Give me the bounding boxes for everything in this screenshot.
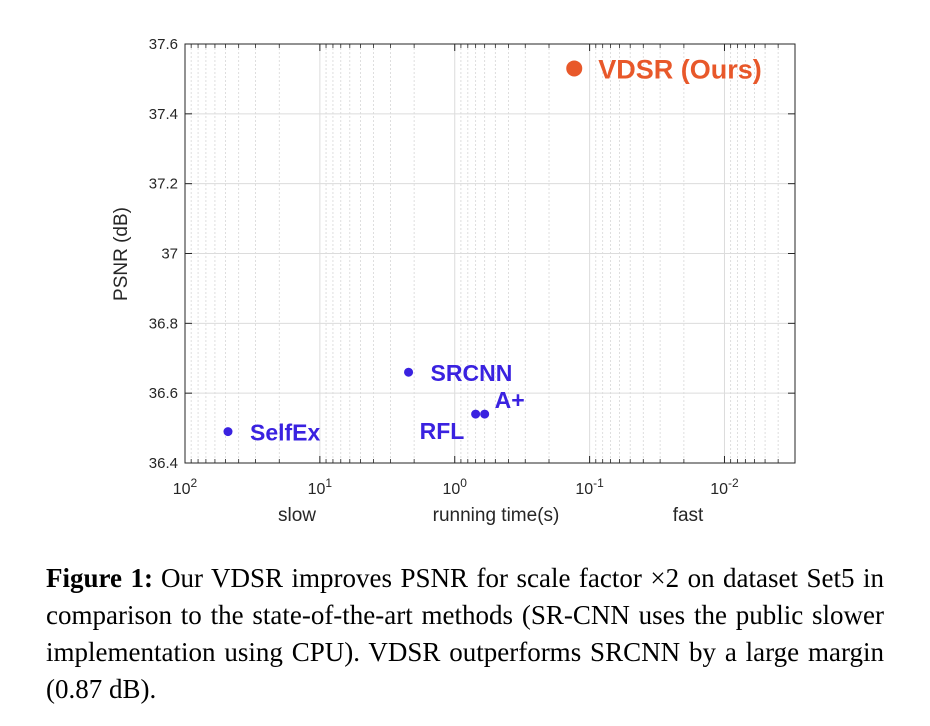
data-point-label: SelfEx (250, 420, 321, 446)
data-point (566, 60, 583, 77)
x-tick-label: 100 (442, 476, 467, 498)
data-point (471, 409, 481, 419)
y-tick-label: 37 (161, 246, 178, 263)
grid (184, 43, 796, 464)
x-tick-label: 102 (173, 476, 198, 498)
x-axis-label: running time(s) (433, 505, 560, 526)
y-tick-label: 37.4 (149, 106, 178, 123)
data-point (480, 409, 490, 419)
axes (184, 43, 796, 464)
y-tick-label: 37.6 (149, 36, 178, 53)
y-axis-label: PSNR (dB) (111, 207, 132, 301)
x-axis-slow-label: slow (278, 505, 316, 526)
data-point-label: VDSR (Ours) (598, 54, 762, 84)
scatter-plot: 102 101 100 10-1 10-2 36.4 36.6 36.8 37 37.2 37.4 3… (111, 36, 796, 526)
x-tick-label: 101 (308, 476, 333, 498)
figure-caption: Figure 1: Our VDSR improves PSNR for scal… (46, 560, 884, 708)
x-axis-fast-label: fast (673, 505, 704, 526)
data-point (404, 367, 414, 377)
tick-labels: 102 101 100 10-1 10-2 36.4 36.6 36.8 37 37.2 37.4 3… (149, 36, 739, 498)
data-point-label: A+ (495, 387, 525, 413)
x-tick-label: 10-2 (710, 476, 739, 498)
caption-label: Figure 1: (46, 563, 153, 593)
plot-frame (184, 43, 796, 464)
y-tick-label: 36.6 (149, 385, 178, 402)
data-point (223, 427, 233, 437)
caption-text: Our VDSR improves PSNR for scale factor … (46, 563, 885, 704)
data-point-label: SRCNN (431, 360, 513, 386)
y-tick-label: 36.8 (149, 315, 178, 332)
y-tick-label: 37.2 (149, 176, 178, 193)
x-tick-label: 10-1 (575, 476, 604, 498)
data-point-label: RFL (420, 418, 465, 444)
y-tick-label: 36.4 (149, 455, 178, 472)
